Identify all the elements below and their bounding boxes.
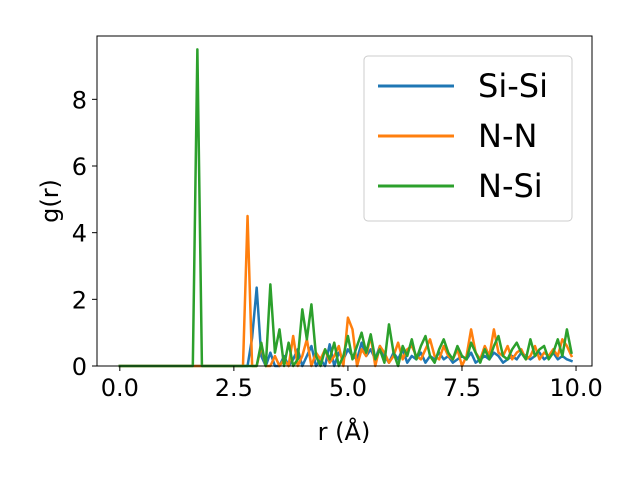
series-line-n-si: [118, 48, 573, 368]
x-tick-label: 10.0: [549, 374, 602, 402]
x-tick-label: 2.5: [215, 374, 253, 402]
legend-label-n-n: N-N: [478, 117, 537, 155]
x-tick-label: 7.5: [443, 374, 481, 402]
y-axis-label: g(r): [36, 179, 64, 223]
y-tick-label: 4: [72, 220, 87, 248]
y-tick-label: 6: [72, 153, 87, 181]
y-axis-ticks: 0 2 4 6 8: [72, 86, 97, 381]
legend: Si-Si N-N N-Si: [363, 55, 573, 222]
x-axis-label: r (Å): [318, 417, 371, 446]
legend-frame: [363, 55, 573, 222]
legend-label-n-si: N-Si: [478, 167, 543, 205]
x-tick-label: 0.0: [101, 374, 139, 402]
y-tick-label: 8: [72, 86, 87, 114]
x-axis-ticks: 0.0 2.5 5.0 7.5 10.0: [101, 366, 603, 402]
legend-label-si-si: Si-Si: [478, 67, 548, 105]
axes-frame: [96, 35, 593, 367]
y-tick-label: 2: [72, 286, 87, 314]
x-tick-label: 5.0: [329, 374, 367, 402]
y-tick-label: 0: [72, 353, 87, 381]
